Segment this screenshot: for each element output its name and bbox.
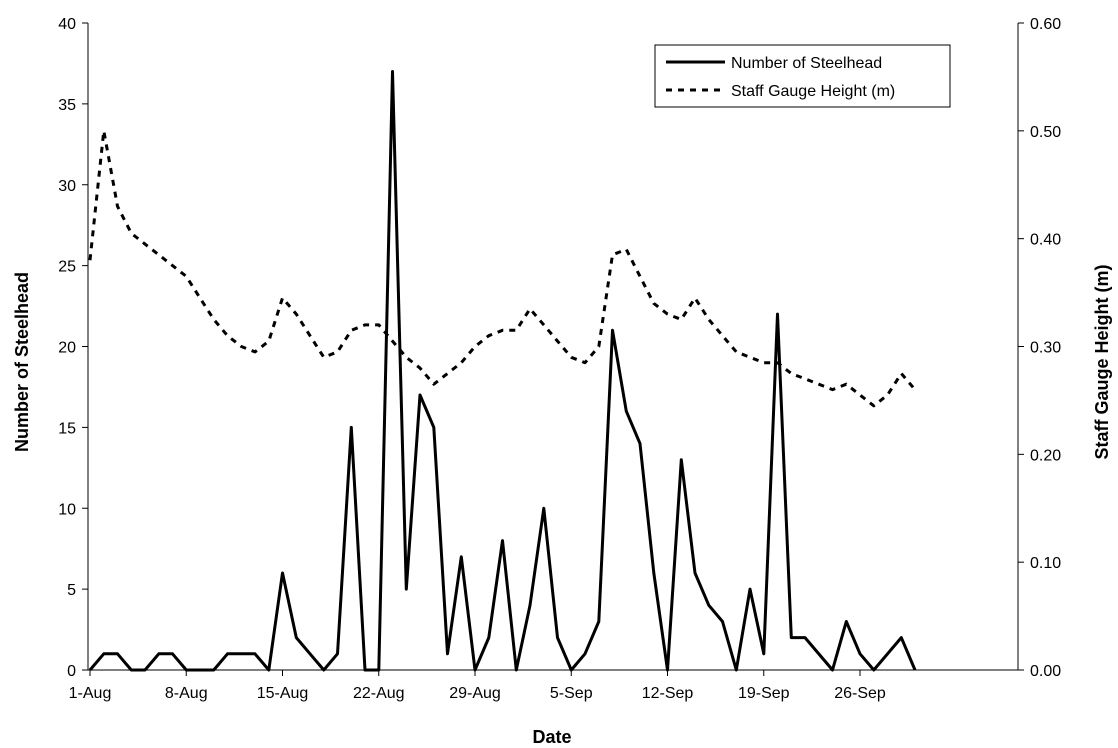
- x-tick-label: 19-Sep: [738, 685, 790, 702]
- y-left-tick-label: 20: [58, 340, 76, 357]
- y-right-tick-label: 0.50: [1030, 124, 1061, 141]
- y-right-tick-label: 0.60: [1030, 16, 1061, 33]
- x-tick-label: 8-Aug: [165, 685, 208, 702]
- y-right-tick-label: 0.40: [1030, 232, 1061, 249]
- axes: 0 5 10 15 20 25 30 35 40 0.00 0.10 0.20 0.30 0.40 0.50…: [58, 16, 1061, 702]
- x-tick-label: 12-Sep: [642, 685, 694, 702]
- x-tick-label: 1-Aug: [69, 685, 112, 702]
- y-right-tick-label: 0.20: [1030, 447, 1061, 464]
- y-left-tick-label: 40: [58, 16, 76, 33]
- series-layer: [88, 70, 917, 672]
- y-left-tick-label: 0: [67, 663, 76, 680]
- y-left-tick-label: 30: [58, 178, 76, 195]
- y-right-tick-label: 0.30: [1030, 340, 1061, 357]
- y-right-tick-label: 0.00: [1030, 663, 1061, 680]
- legend-box: [654, 44, 951, 108]
- y-axis-left-title: Number of Steelhead: [12, 272, 32, 452]
- legend: Number of Steelhead Staff Gauge Height (…: [654, 44, 951, 108]
- y-left-tick-label: 25: [58, 259, 76, 276]
- series-line-gauge-height: [88, 129, 917, 408]
- x-tick-label: 15-Aug: [257, 685, 309, 702]
- legend-label-steelhead: Number of Steelhead: [731, 55, 882, 72]
- y-axis-right-title: Staff Gauge Height (m): [1092, 264, 1112, 459]
- y-left-tick-label: 35: [58, 97, 76, 114]
- y-right-tick-label: 0.10: [1030, 555, 1061, 572]
- y-left-tick-label: 5: [67, 582, 76, 599]
- y-left-tick-label: 10: [58, 501, 76, 518]
- y-left-tick-label: 15: [58, 420, 76, 437]
- series-line-steelhead: [88, 70, 917, 672]
- x-tick-label: 29-Aug: [449, 685, 501, 702]
- x-tick-label: 26-Sep: [834, 685, 886, 702]
- legend-label-gauge: Staff Gauge Height (m): [731, 83, 895, 100]
- x-axis-title: Date: [532, 727, 571, 747]
- x-tick-label: 22-Aug: [353, 685, 405, 702]
- x-tick-label: 5-Sep: [550, 685, 593, 702]
